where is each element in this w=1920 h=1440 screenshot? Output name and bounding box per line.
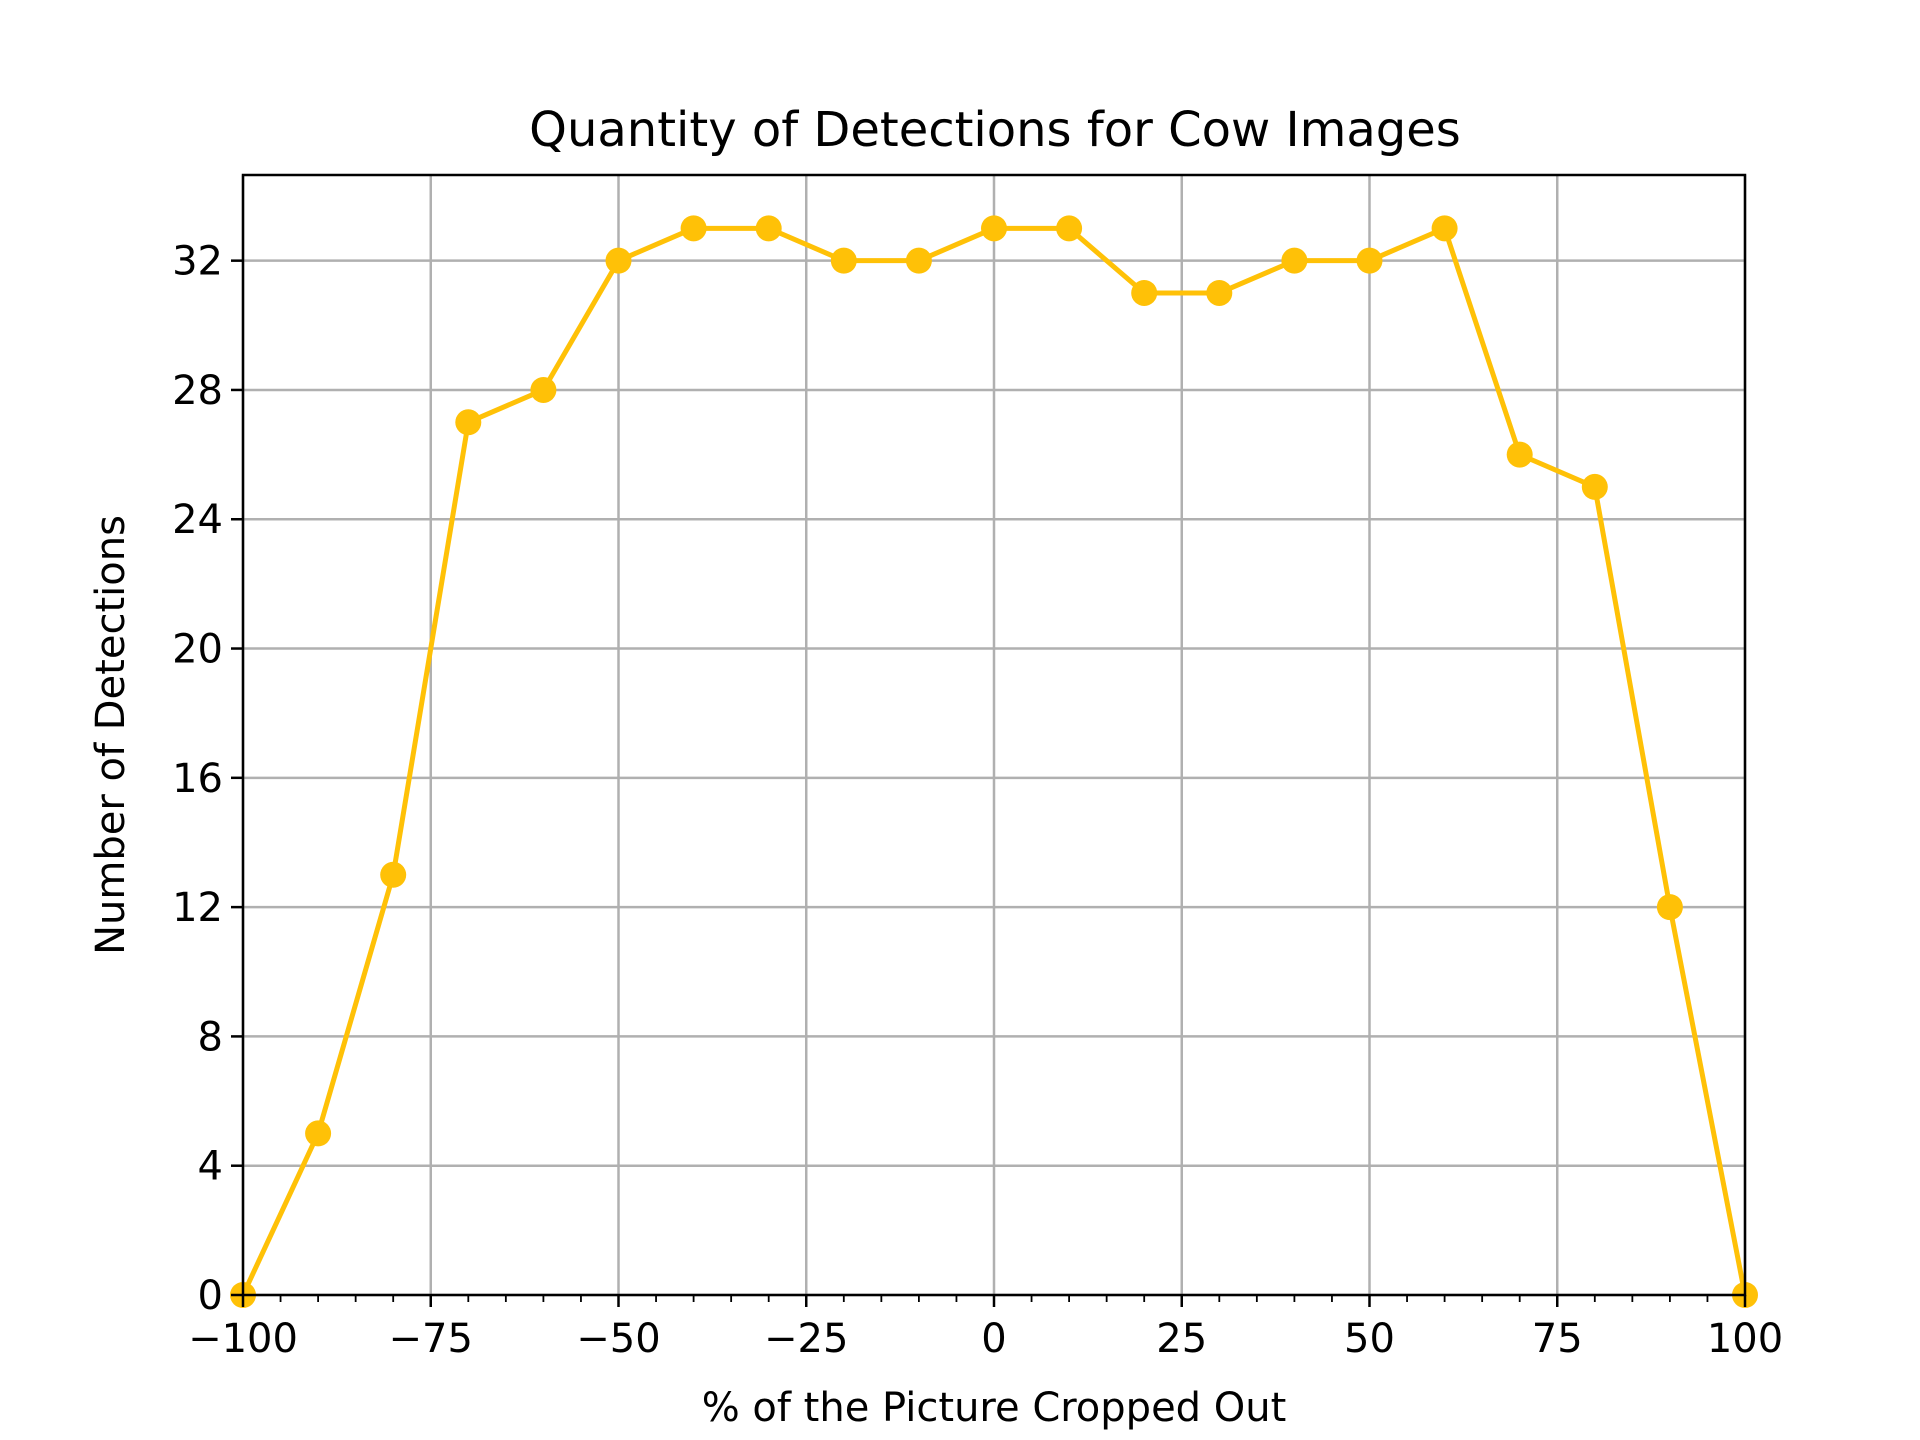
data-point xyxy=(1506,441,1533,468)
x-tick-label: 50 xyxy=(1344,1316,1395,1362)
data-point xyxy=(1056,215,1083,242)
x-axis: −100 −75 −50 −25 0 25 50 75 100 xyxy=(188,1295,1783,1362)
y-tick-label: 16 xyxy=(172,756,223,802)
x-tick-label: −100 xyxy=(188,1316,298,1362)
y-tick-label: 20 xyxy=(172,627,223,673)
data-point xyxy=(530,376,557,403)
y-tick-label: 32 xyxy=(172,239,223,285)
x-tick-label: −75 xyxy=(389,1316,473,1362)
data-point xyxy=(905,247,932,274)
x-tick-label: 75 xyxy=(1532,1316,1583,1362)
y-tick-label: 24 xyxy=(172,497,223,543)
x-tick-label: −50 xyxy=(576,1316,660,1362)
data-point xyxy=(1131,279,1158,306)
y-tick-label: 4 xyxy=(198,1144,223,1190)
y-tick-label: 28 xyxy=(172,368,223,414)
x-tick-label: 25 xyxy=(1156,1316,1207,1362)
data-point xyxy=(981,215,1007,242)
y-tick-label: 0 xyxy=(198,1273,223,1319)
x-axis-label: % of the Picture Cropped Out xyxy=(702,1385,1287,1431)
data-point xyxy=(1656,894,1683,921)
data-point xyxy=(1206,279,1233,306)
data-point xyxy=(605,247,632,274)
data-point xyxy=(1356,247,1383,274)
data-point xyxy=(1581,473,1608,500)
series-points xyxy=(230,215,1758,1308)
data-point xyxy=(305,1120,332,1147)
x-tick-label: 0 xyxy=(981,1316,1006,1362)
y-axis-label: Number of Detections xyxy=(88,515,134,955)
x-tick-label: −25 xyxy=(764,1316,848,1362)
data-point xyxy=(455,409,482,436)
chart-title: Quantity of Detections for Cow Images xyxy=(529,102,1461,158)
y-tick-label: 8 xyxy=(198,1014,223,1060)
y-axis: 0 4 8 12 16 20 24 28 32 xyxy=(172,239,243,1319)
data-point xyxy=(830,247,857,274)
data-point xyxy=(755,215,782,242)
data-point xyxy=(680,215,707,242)
data-point xyxy=(1431,215,1458,242)
x-tick-label: 100 xyxy=(1707,1316,1783,1362)
y-tick-label: 12 xyxy=(172,885,223,931)
data-point xyxy=(1281,247,1308,274)
grid xyxy=(241,175,1747,1297)
data-point xyxy=(380,861,407,888)
